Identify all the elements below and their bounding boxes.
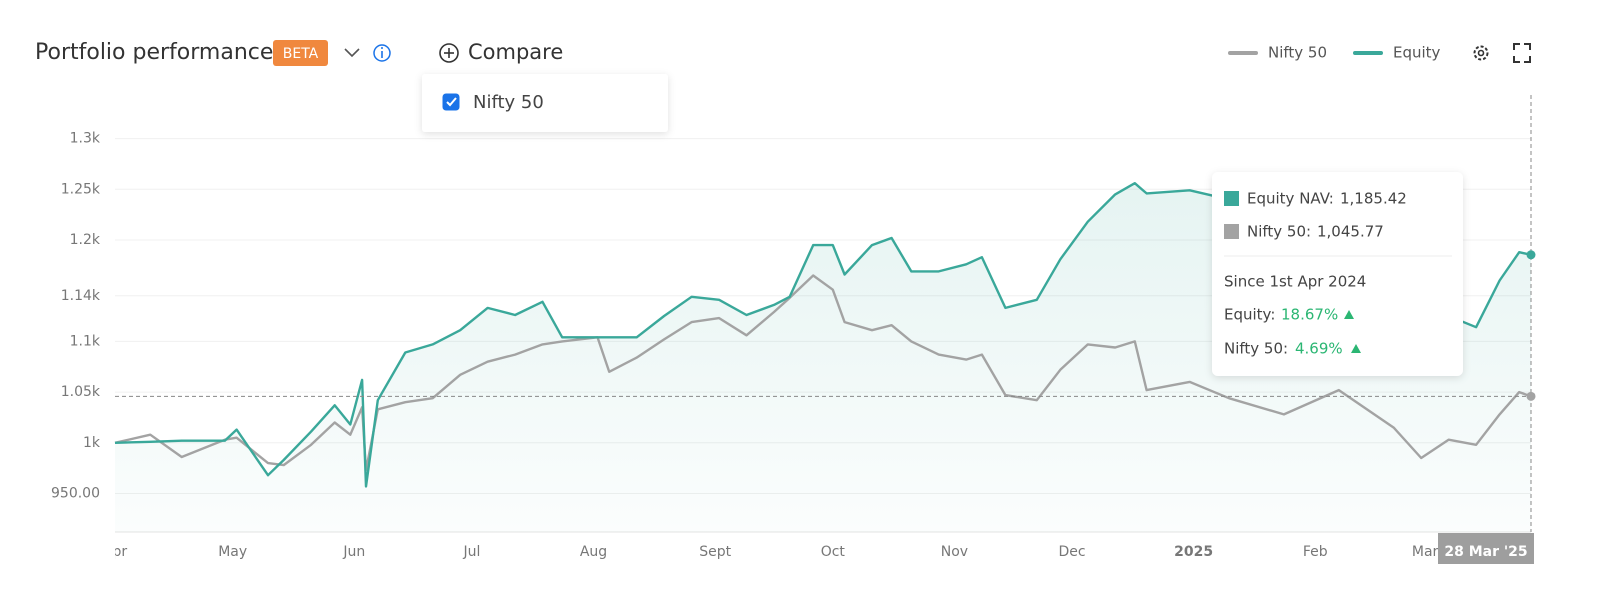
y-tick-label: 1.3k [70,131,101,147]
y-tick-label: 1.25k [61,181,101,197]
checkmark [446,97,457,107]
tooltip-since: Since 1st Apr 2024 [1224,273,1366,291]
checkbox[interactable] [442,93,460,111]
fullscreen-icon[interactable] [1513,43,1531,63]
tooltip-value: 1,185.42 [1340,190,1407,208]
tooltip-value: 1,045.77 [1317,223,1384,241]
info-icon[interactable] [373,44,391,62]
badge-bg [273,40,328,66]
plot-area [114,138,1532,533]
return-value: 18.67% [1281,306,1338,324]
x-tick-label: Apr [103,544,127,560]
tooltip-box [1212,172,1463,376]
x-tick-label: 2025 [1174,544,1213,560]
y-tick-label: 1.05k [61,384,101,400]
series-area [115,183,1531,532]
return-value: 4.69% [1295,340,1343,358]
settings-icon[interactable] [1473,45,1489,61]
x-tick-label: May [218,544,247,560]
point-marker [1526,250,1536,260]
x-tick-label: Jun [342,544,365,560]
y-tick-label: 1.14k [61,288,101,304]
point-marker [1526,391,1536,401]
x-tick-label: Nov [941,544,968,560]
legend-label: Nifty 50 [1268,44,1327,62]
overlay: 28 Mar '25 [115,95,1536,564]
compare-button[interactable]: Compare [439,40,563,64]
x-tick-label: Sept [699,544,731,560]
return-label: Nifty 50: [1224,340,1288,358]
up-arrow [1344,310,1354,319]
tooltip-label: Equity NAV: [1247,190,1334,208]
y-tick-label: 950.00 [51,485,100,501]
crosshair-label: 28 Mar '25 [1444,544,1527,560]
legend: Nifty 50 Equity [1228,44,1441,62]
title: Portfolio performance [35,40,273,65]
return-label: Equity: [1224,306,1275,324]
tooltip-swatch [1224,224,1239,239]
crosshair-label-bg [1438,533,1534,564]
tooltip-label: Nifty 50: [1247,223,1311,241]
y-tick-label: 1.2k [70,232,101,248]
x-axis-labels: Apr May Jun Jul Aug Sept Oct Nov Dec 2025 Feb Mar [103,544,1439,560]
x-tick-label: Feb [1303,544,1328,560]
x-tick-label: Mar [1412,544,1439,560]
y-tick-label: 1.1k [70,333,101,349]
x-tick-label: Oct [821,544,846,560]
series-line [114,274,1532,472]
compare-option[interactable]: Nifty 50 [473,92,544,113]
up-arrow [1351,344,1361,353]
compare-label[interactable]: Compare [468,40,563,64]
compare-menu [422,74,668,132]
badge: BETA [283,46,319,62]
tooltip: Equity NAV: 1,185.42 Nifty 50: 1,045.77 … [1212,172,1463,376]
dropdown-chevron[interactable] [344,48,360,58]
y-tick-label: 1k [83,435,101,451]
x-tick-label: Aug [580,544,607,560]
x-tick-label: Dec [1059,544,1086,560]
x-tick-label: Jul [462,544,480,560]
tooltip-swatch [1224,191,1239,206]
legend-label: Equity [1393,44,1441,62]
